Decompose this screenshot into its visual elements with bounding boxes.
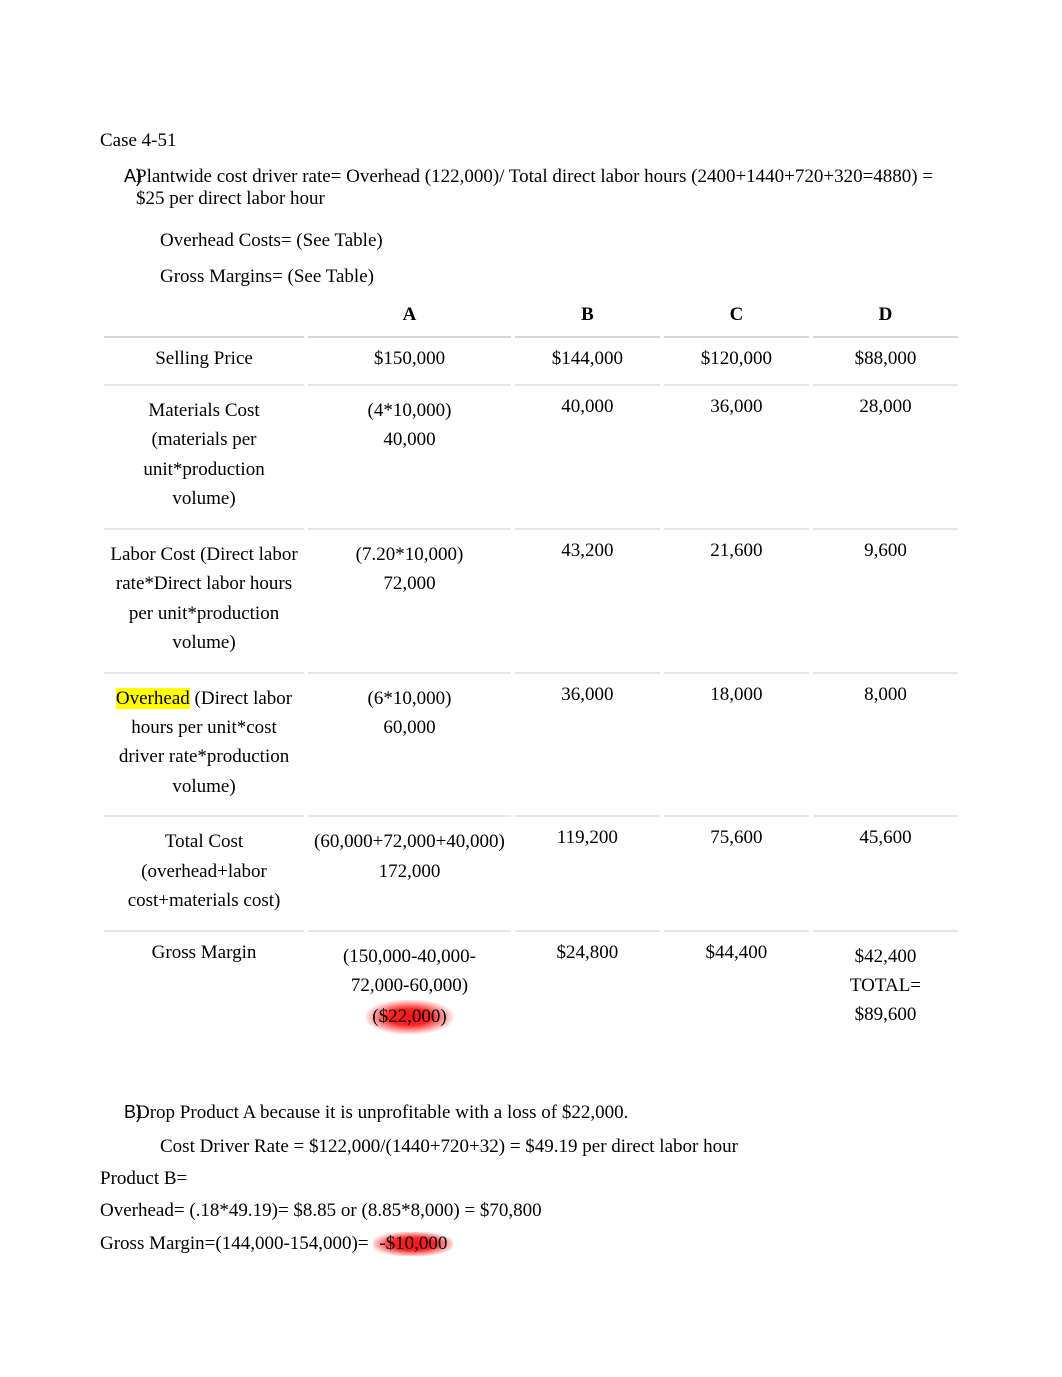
gm-prefix: Gross Margin=(144,000-154,000)= [100,1233,373,1254]
lc-a-calc: (7.20*10,000) [356,544,464,565]
overhead-highlight: Overhead [116,688,190,709]
mc-c: 36,000 [664,386,809,530]
part-b-line1: Drop Product A because it is unprofitabl… [136,1102,962,1124]
lc-a-val: 72,000 [383,573,435,594]
tc-a-val: 172,000 [379,861,441,882]
oh-a-val: 60,000 [383,717,435,738]
tc-c: 75,600 [664,817,809,931]
gm-d-total-val: $89,600 [855,1004,917,1025]
gm-a-loss: ($22,000) [366,1000,452,1033]
th-b: B [515,296,660,338]
row-selling-price: Selling Price $150,000 $144,000 $120,000… [104,338,958,386]
mc-a: (4*10,000) 40,000 [308,386,511,530]
oh-a-calc: (6*10,000) [368,688,452,709]
part-b-marker: B) [100,1102,136,1130]
gm-b: $24,800 [515,932,660,1048]
sp-d: $88,000 [813,338,958,386]
part-a-marker: A) [100,166,136,216]
part-b-line2: Cost Driver Rate = $122,000/(1440+720+32… [160,1136,962,1158]
label-selling-price: Selling Price [104,338,304,386]
product-b-line: Product B= [100,1168,962,1190]
gm-a-calc: (150,000-40,000-72,000-60,000) [343,946,476,996]
lc-c: 21,600 [664,530,809,674]
mc-a-val: 40,000 [383,429,435,450]
tc-a-calc: (60,000+72,000+40,000) [314,831,505,852]
oh-b: 36,000 [515,674,660,818]
gm-a: (150,000-40,000-72,000-60,000) ($22,000) [308,932,511,1048]
th-d: D [813,296,958,338]
row-total-cost: Total Cost (overhead+labor cost+material… [104,817,958,931]
mc-d: 28,000 [813,386,958,530]
row-labor-cost: Labor Cost (Direct labor rate*Direct lab… [104,530,958,674]
label-gross-margin: Gross Margin [104,932,304,1048]
lc-d: 9,600 [813,530,958,674]
tc-d: 45,600 [813,817,958,931]
label-materials-cost: Materials Cost (materials per unit*produ… [104,386,304,530]
gm-d-val: $42,400 [855,946,917,967]
label-overhead: Overhead (Direct labor hours per unit*co… [104,674,304,818]
gm-d-total-label: TOTAL= [850,975,921,996]
gm-c: $44,400 [664,932,809,1048]
tc-a: (60,000+72,000+40,000) 172,000 [308,817,511,931]
lc-b: 43,200 [515,530,660,674]
label-labor-cost: Labor Cost (Direct labor rate*Direct lab… [104,530,304,674]
lc-a: (7.20*10,000) 72,000 [308,530,511,674]
row-materials-cost: Materials Cost (materials per unit*produ… [104,386,958,530]
sp-a: $150,000 [308,338,511,386]
sp-c: $120,000 [664,338,809,386]
case-title: Case 4-51 [100,130,962,152]
th-c: C [664,296,809,338]
part-a-line2: Overhead Costs= (See Table) [160,230,962,252]
mc-a-calc: (4*10,000) [368,400,452,421]
part-a-line1: Plantwide cost driver rate= Overhead (12… [136,166,962,210]
part-a-line3: Gross Margins= (See Table) [160,266,962,288]
cost-table: A B C D Selling Price $150,000 $144,000 … [100,296,962,1048]
part-b: B) Drop Product A because it is unprofit… [100,1102,962,1130]
tc-b: 119,200 [515,817,660,931]
oh-d: 8,000 [813,674,958,818]
table-header-row: A B C D [104,296,958,338]
th-blank [104,296,304,338]
gm-loss-glow: -$10,000 [373,1232,453,1256]
row-overhead: Overhead (Direct labor hours per unit*co… [104,674,958,818]
oh-a: (6*10,000) 60,000 [308,674,511,818]
label-total-cost: Total Cost (overhead+labor cost+material… [104,817,304,931]
gm-d: $42,400 TOTAL= $89,600 [813,932,958,1048]
gross-margin-line: Gross Margin=(144,000-154,000)= -$10,000 [100,1232,962,1256]
row-gross-margin: Gross Margin (150,000-40,000-72,000-60,0… [104,932,958,1048]
th-a: A [308,296,511,338]
part-a: A) Plantwide cost driver rate= Overhead … [100,166,962,216]
mc-b: 40,000 [515,386,660,530]
oh-c: 18,000 [664,674,809,818]
overhead-line: Overhead= (.18*49.19)= $8.85 or (8.85*8,… [100,1200,962,1222]
sp-b: $144,000 [515,338,660,386]
